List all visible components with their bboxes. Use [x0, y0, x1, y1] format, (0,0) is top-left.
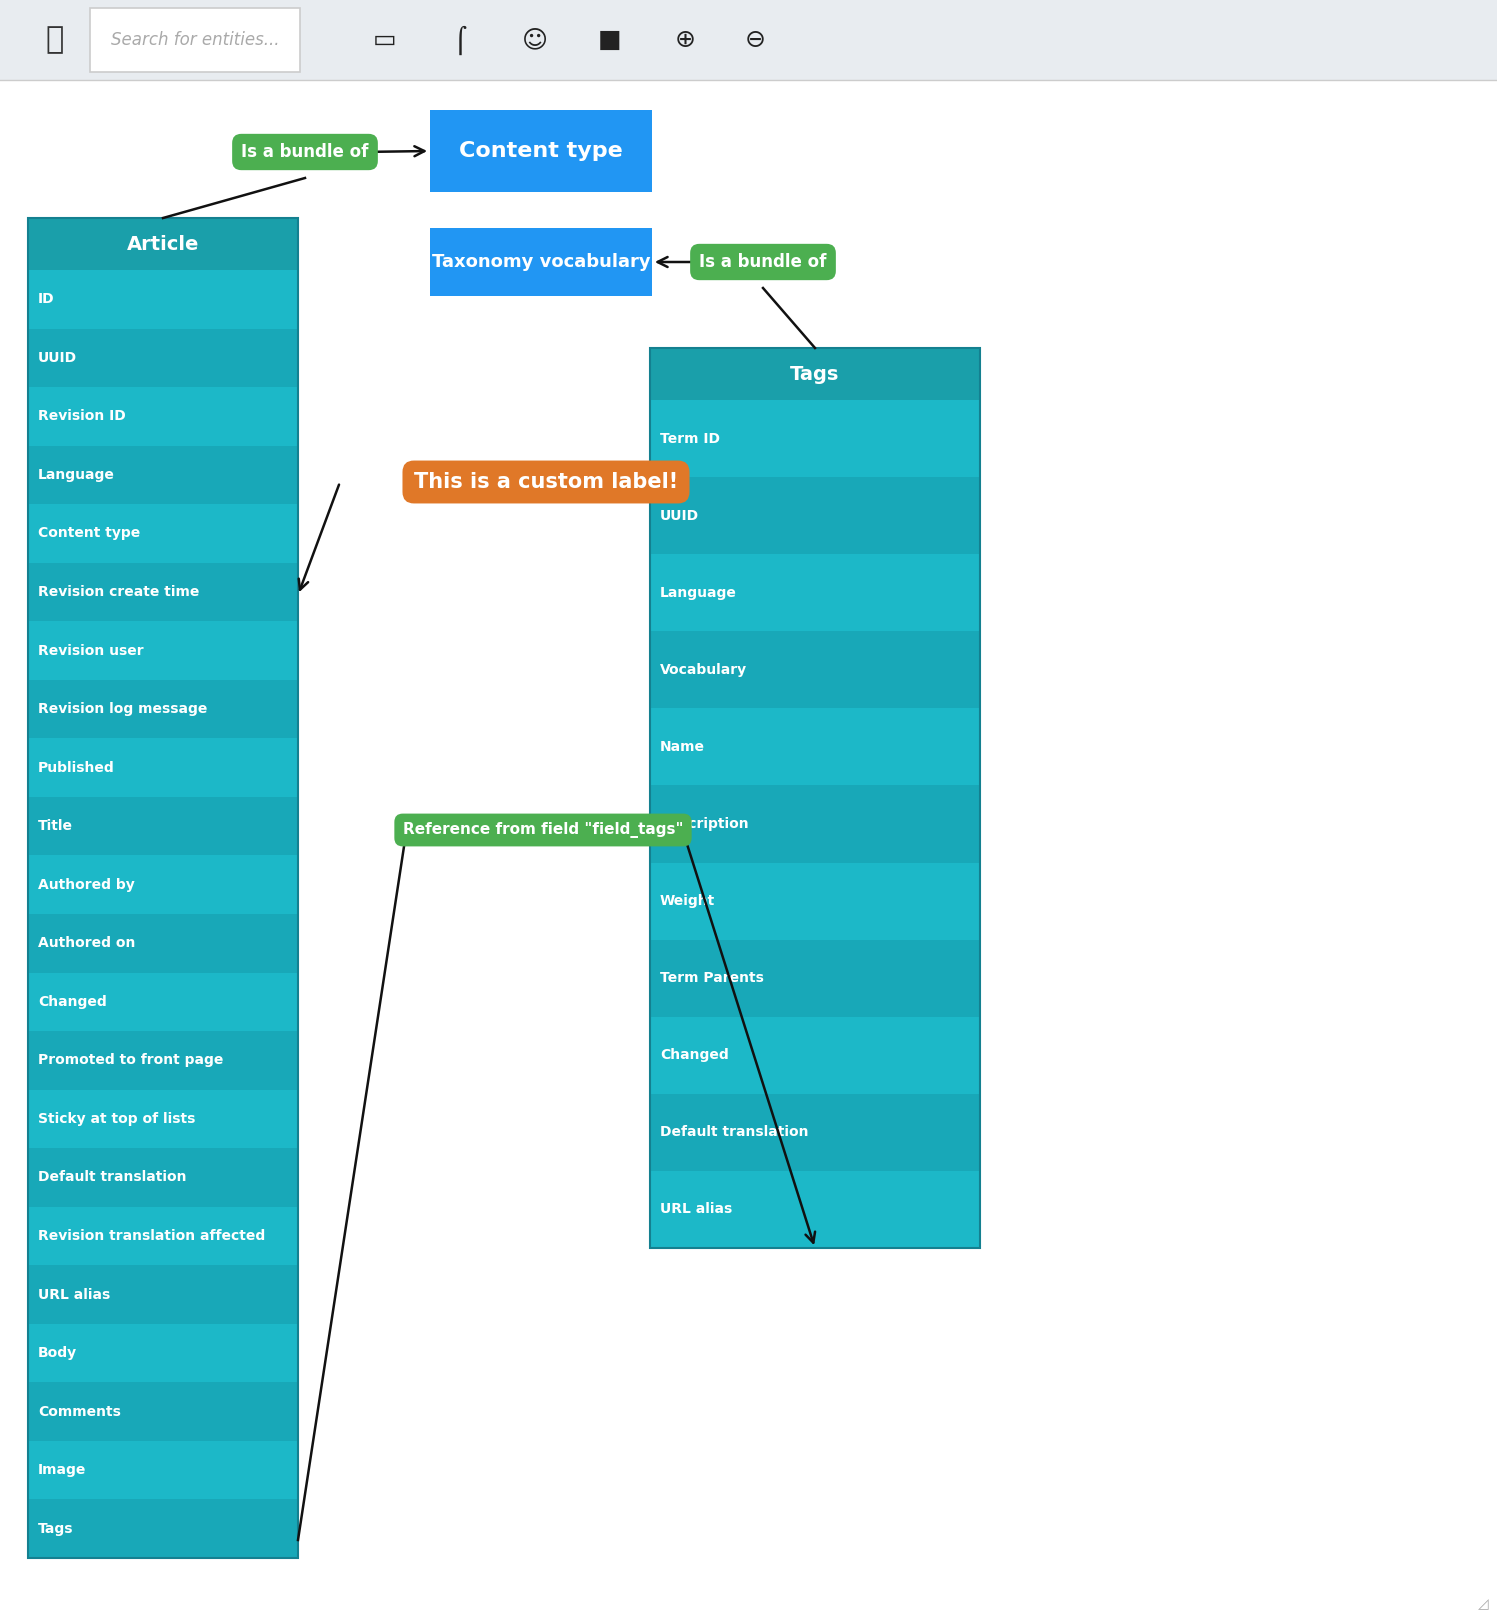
Text: Sticky at top of lists: Sticky at top of lists: [37, 1112, 196, 1125]
FancyBboxPatch shape: [28, 504, 298, 563]
FancyBboxPatch shape: [650, 785, 981, 863]
FancyBboxPatch shape: [28, 1148, 298, 1206]
Text: Content type: Content type: [460, 141, 623, 160]
FancyBboxPatch shape: [28, 797, 298, 855]
Text: Vocabulary: Vocabulary: [660, 662, 747, 677]
Text: URL alias: URL alias: [660, 1203, 732, 1216]
Text: Published: Published: [37, 761, 115, 774]
Text: ⌠: ⌠: [454, 26, 467, 55]
FancyBboxPatch shape: [28, 270, 298, 329]
FancyBboxPatch shape: [28, 1383, 298, 1441]
FancyBboxPatch shape: [28, 738, 298, 797]
FancyBboxPatch shape: [650, 348, 981, 400]
Text: Body: Body: [37, 1345, 78, 1360]
FancyBboxPatch shape: [90, 8, 299, 71]
Text: Authored by: Authored by: [37, 877, 135, 892]
FancyBboxPatch shape: [28, 680, 298, 738]
Text: This is a custom label!: This is a custom label!: [415, 473, 678, 492]
FancyBboxPatch shape: [28, 622, 298, 680]
Text: Language: Language: [660, 586, 737, 599]
Text: Language: Language: [37, 468, 115, 482]
FancyBboxPatch shape: [28, 855, 298, 915]
Text: Image: Image: [37, 1464, 87, 1477]
Text: ◿: ◿: [1479, 1596, 1490, 1611]
FancyBboxPatch shape: [28, 915, 298, 973]
Text: Name: Name: [660, 740, 705, 754]
Text: Description: Description: [660, 818, 750, 831]
FancyBboxPatch shape: [650, 631, 981, 709]
FancyBboxPatch shape: [28, 329, 298, 387]
Text: Search for entities...: Search for entities...: [111, 31, 280, 49]
Text: ■: ■: [599, 28, 621, 52]
Text: Revision user: Revision user: [37, 643, 144, 657]
FancyBboxPatch shape: [28, 1441, 298, 1499]
FancyBboxPatch shape: [28, 973, 298, 1031]
FancyBboxPatch shape: [28, 1499, 298, 1557]
Text: Default translation: Default translation: [37, 1171, 187, 1185]
FancyBboxPatch shape: [28, 1206, 298, 1266]
FancyBboxPatch shape: [650, 400, 981, 478]
Text: Is a bundle of: Is a bundle of: [699, 253, 826, 270]
FancyBboxPatch shape: [28, 219, 298, 270]
FancyBboxPatch shape: [650, 1017, 981, 1094]
Text: Changed: Changed: [660, 1047, 729, 1062]
Text: URL alias: URL alias: [37, 1287, 111, 1302]
FancyBboxPatch shape: [28, 1090, 298, 1148]
Text: Term Parents: Term Parents: [660, 971, 763, 986]
FancyBboxPatch shape: [0, 0, 1497, 79]
FancyBboxPatch shape: [28, 445, 298, 504]
Text: Authored on: Authored on: [37, 936, 135, 950]
FancyBboxPatch shape: [430, 228, 653, 296]
FancyBboxPatch shape: [28, 1031, 298, 1090]
FancyBboxPatch shape: [650, 554, 981, 631]
Text: ☺: ☺: [522, 28, 548, 52]
Text: Article: Article: [127, 235, 199, 254]
Text: Revision ID: Revision ID: [37, 410, 126, 423]
FancyBboxPatch shape: [28, 563, 298, 622]
Text: ⊖: ⊖: [744, 28, 765, 52]
Text: Comments: Comments: [37, 1405, 121, 1418]
Text: UUID: UUID: [37, 351, 78, 364]
FancyBboxPatch shape: [650, 939, 981, 1017]
FancyBboxPatch shape: [28, 387, 298, 445]
Text: Taxonomy vocabulary: Taxonomy vocabulary: [431, 253, 650, 270]
Text: Tags: Tags: [37, 1522, 73, 1536]
Text: Promoted to front page: Promoted to front page: [37, 1054, 223, 1067]
FancyBboxPatch shape: [28, 1266, 298, 1324]
FancyBboxPatch shape: [650, 1094, 981, 1171]
FancyBboxPatch shape: [650, 1171, 981, 1248]
Text: ID: ID: [37, 293, 54, 306]
Text: Revision translation affected: Revision translation affected: [37, 1229, 265, 1243]
FancyBboxPatch shape: [650, 863, 981, 939]
FancyBboxPatch shape: [430, 110, 653, 193]
Text: Content type: Content type: [37, 526, 141, 541]
Text: Title: Title: [37, 819, 73, 834]
FancyBboxPatch shape: [650, 478, 981, 554]
FancyBboxPatch shape: [28, 1324, 298, 1383]
Text: Is a bundle of: Is a bundle of: [241, 142, 368, 160]
Text: Tags: Tags: [790, 364, 840, 384]
Text: UUID: UUID: [660, 508, 699, 523]
Text: ⊕: ⊕: [675, 28, 696, 52]
Text: Revision create time: Revision create time: [37, 584, 199, 599]
Text: Reference from field "field_tags": Reference from field "field_tags": [403, 822, 683, 839]
Text: Changed: Changed: [37, 994, 106, 1009]
Text: ▭: ▭: [373, 28, 397, 52]
Text: Term ID: Term ID: [660, 432, 720, 445]
Text: Weight: Weight: [660, 894, 716, 908]
Text: Default translation: Default translation: [660, 1125, 808, 1140]
FancyBboxPatch shape: [650, 709, 981, 785]
Text: ⌕: ⌕: [46, 26, 64, 55]
Text: Revision log message: Revision log message: [37, 703, 208, 716]
